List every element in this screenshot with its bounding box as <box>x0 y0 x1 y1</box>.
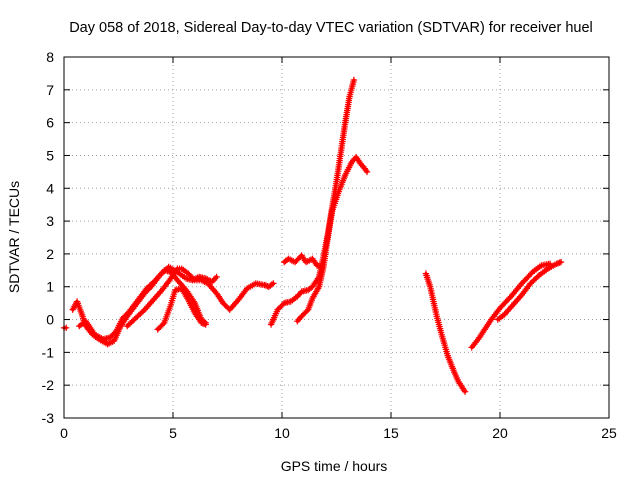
y-axis: -3 -2 -1 0 1 2 3 4 5 6 7 8 <box>42 49 609 426</box>
y-tick-label: 3 <box>46 213 54 229</box>
chart-title: Day 058 of 2018, Sidereal Day-to-day VTE… <box>69 20 593 36</box>
series-arc-12 <box>494 258 565 323</box>
y-tick-label: 6 <box>46 115 54 131</box>
series-markers <box>294 153 371 325</box>
x-tick-label: 10 <box>274 425 290 441</box>
series-arc-9 <box>281 252 325 271</box>
y-tick-label: 1 <box>46 279 54 295</box>
y-tick-label: 7 <box>46 82 54 98</box>
series-markers <box>281 252 325 271</box>
x-tick-label: 5 <box>169 425 177 441</box>
series-arc-11 <box>468 260 554 351</box>
series-markers <box>154 285 209 333</box>
y-tick-label: 5 <box>46 147 54 163</box>
y-tick-label: 0 <box>46 312 54 328</box>
x-axis: 0 5 10 15 20 25 <box>60 57 617 441</box>
plot-frame <box>63 56 610 419</box>
series-arc-8 <box>294 153 371 325</box>
y-tick-label: -3 <box>42 410 55 426</box>
x-axis-label: GPS time / hours <box>281 458 388 474</box>
x-tick-label: 20 <box>492 425 508 441</box>
x-tick-label: 25 <box>601 425 617 441</box>
series-arc-10 <box>422 270 469 395</box>
data-series <box>60 76 565 395</box>
y-tick-label: 2 <box>46 246 54 262</box>
y-tick-label: -2 <box>42 377 55 393</box>
series-arc-5 <box>154 285 209 333</box>
y-tick-label: 8 <box>46 49 54 65</box>
x-tick-label: 0 <box>60 425 68 441</box>
y-axis-label: SDTVAR / TECUs <box>6 181 22 293</box>
series-markers <box>124 265 277 330</box>
series-markers <box>468 260 554 351</box>
series-markers <box>494 258 565 323</box>
y-tick-label: -1 <box>42 344 55 360</box>
series-markers <box>76 267 209 343</box>
y-tick-label: 4 <box>46 180 54 196</box>
series-markers <box>422 270 469 395</box>
series-arc-3 <box>76 267 209 343</box>
series-arc-4 <box>124 265 277 330</box>
x-tick-label: 15 <box>383 425 399 441</box>
